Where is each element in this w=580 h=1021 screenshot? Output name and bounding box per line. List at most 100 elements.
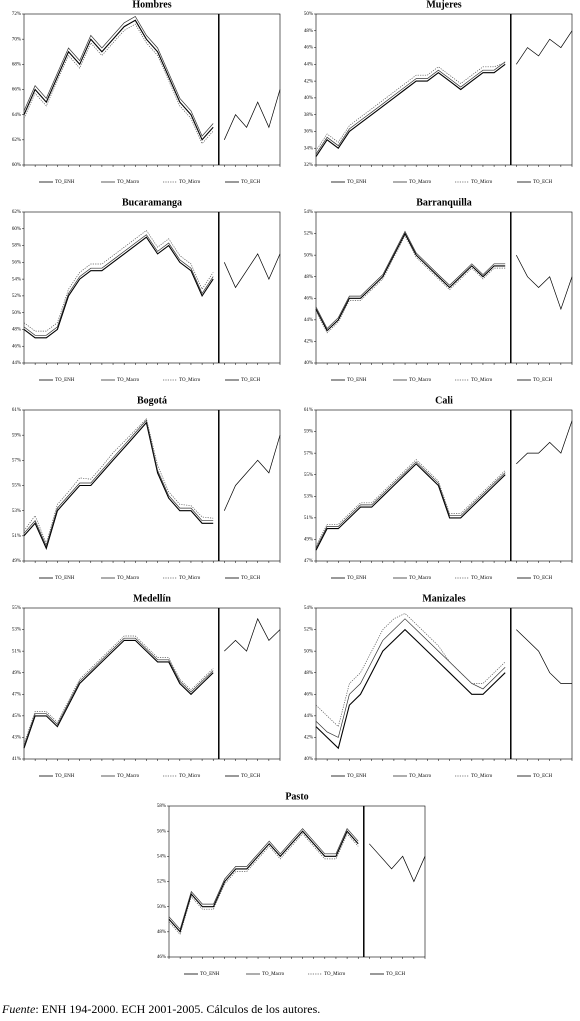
y-tick-label: 60% xyxy=(12,163,21,168)
legend-label: TO_ECH xyxy=(533,576,552,581)
y-tick-label: 49% xyxy=(12,559,21,564)
series-line xyxy=(315,618,506,738)
y-tick-label: 46% xyxy=(304,692,313,697)
y-tick-label: 51% xyxy=(12,649,21,654)
y-tick-label: 54% xyxy=(157,854,166,859)
y-tick-label: 56% xyxy=(12,260,21,265)
chart-title: Hombres xyxy=(132,0,171,10)
y-tick-label: 36% xyxy=(304,130,313,135)
y-tick-label: 50% xyxy=(304,253,313,258)
y-tick-label: 53% xyxy=(12,628,21,633)
y-tick-label: 66% xyxy=(12,88,21,93)
legend-label: TO_ENH xyxy=(347,180,367,185)
plot-frame xyxy=(23,211,281,364)
y-tick-label: 44% xyxy=(304,62,313,67)
chart-title: Pasto xyxy=(285,791,308,802)
y-tick-label: 52% xyxy=(304,232,313,237)
legend-label: TO_ECH xyxy=(533,774,552,779)
legend-label: TO_Macro xyxy=(117,180,140,185)
series-line xyxy=(223,253,281,289)
y-tick-label: 52% xyxy=(12,294,21,299)
y-tick-label: 50% xyxy=(12,311,21,316)
chart-title: Cali xyxy=(435,395,453,406)
y-tick-label: 38% xyxy=(304,113,313,118)
legend-label: TO_Micro xyxy=(179,774,201,779)
series-line xyxy=(516,629,572,684)
legend-label: TO_ENH xyxy=(200,972,220,977)
legend-label: TO_ENH xyxy=(347,774,367,779)
legend-label: TO_ECH xyxy=(241,378,260,383)
y-tick-label: 56% xyxy=(157,829,166,834)
series-line xyxy=(315,63,506,157)
y-tick-label: 44% xyxy=(304,714,313,719)
legend-label: TO_Micro xyxy=(179,378,201,383)
series-line xyxy=(23,23,214,145)
y-tick-label: 52% xyxy=(304,628,313,633)
y-tick-label: 62% xyxy=(12,138,21,143)
series-line xyxy=(315,612,506,728)
series-line xyxy=(168,830,359,933)
legend-label: TO_ENH xyxy=(347,576,367,581)
plot-frame xyxy=(23,409,281,562)
y-tick-label: 57% xyxy=(304,451,313,456)
series-line xyxy=(168,827,359,931)
chart-title: Bogotá xyxy=(137,395,167,406)
y-tick-label: 40% xyxy=(304,361,313,366)
y-tick-label: 40% xyxy=(304,757,313,762)
series-line xyxy=(23,234,214,336)
series-line xyxy=(315,463,506,551)
legend-label: TO_Micro xyxy=(324,972,346,977)
source-note: Fuente: ENH 194-2000. ECH 2001-2005. Cál… xyxy=(1,1002,320,1016)
y-tick-label: 50% xyxy=(304,649,313,654)
y-tick-label: 46% xyxy=(157,955,166,960)
series-line xyxy=(315,62,506,151)
y-tick-label: 61% xyxy=(304,408,313,413)
series-line xyxy=(23,635,214,745)
y-tick-label: 48% xyxy=(12,328,21,333)
series-line xyxy=(315,234,506,334)
legend-label: TO_ECH xyxy=(533,180,552,185)
y-tick-label: 72% xyxy=(12,12,21,17)
legend-label: TO_Micro xyxy=(471,180,493,185)
plot-frame xyxy=(23,607,281,760)
plot-frame xyxy=(315,409,573,562)
plot-frame xyxy=(23,13,281,166)
legend-label: TO_ECH xyxy=(241,180,260,185)
y-tick-label: 49% xyxy=(12,671,21,676)
legend-label: TO_Macro xyxy=(409,576,432,581)
y-tick-label: 61% xyxy=(12,408,21,413)
chart-title: Mujeres xyxy=(426,0,461,10)
y-tick-label: 40% xyxy=(304,96,313,101)
y-tick-label: 54% xyxy=(304,606,313,611)
y-tick-label: 59% xyxy=(304,430,313,435)
legend-label: TO_ENH xyxy=(55,576,75,581)
legend-label: TO_Micro xyxy=(471,576,493,581)
series-line xyxy=(315,459,506,547)
y-tick-label: 54% xyxy=(12,277,21,282)
series-line xyxy=(223,435,281,511)
series-line xyxy=(315,628,506,750)
y-tick-label: 55% xyxy=(12,484,21,489)
y-tick-label: 50% xyxy=(304,12,313,17)
y-tick-label: 48% xyxy=(304,275,313,280)
legend-label: TO_Macro xyxy=(117,774,140,779)
series-line xyxy=(23,236,214,339)
legend-label: TO_Macro xyxy=(409,180,432,185)
series-line xyxy=(516,420,573,465)
y-tick-label: 55% xyxy=(304,473,313,478)
legend-label: TO_Macro xyxy=(262,972,285,977)
y-tick-label: 54% xyxy=(304,210,313,215)
legend-label: TO_Micro xyxy=(179,180,201,185)
y-tick-label: 42% xyxy=(304,340,313,345)
series-line xyxy=(23,421,214,550)
legend-label: TO_Micro xyxy=(471,774,493,779)
legend-label: TO_ECH xyxy=(241,774,260,779)
y-tick-label: 47% xyxy=(12,692,21,697)
y-tick-label: 59% xyxy=(12,433,21,438)
y-tick-label: 48% xyxy=(304,29,313,34)
plot-frame xyxy=(168,805,426,958)
series-line xyxy=(315,230,506,330)
y-tick-label: 58% xyxy=(12,244,21,249)
y-tick-label: 51% xyxy=(304,516,313,521)
y-tick-label: 44% xyxy=(12,361,21,366)
